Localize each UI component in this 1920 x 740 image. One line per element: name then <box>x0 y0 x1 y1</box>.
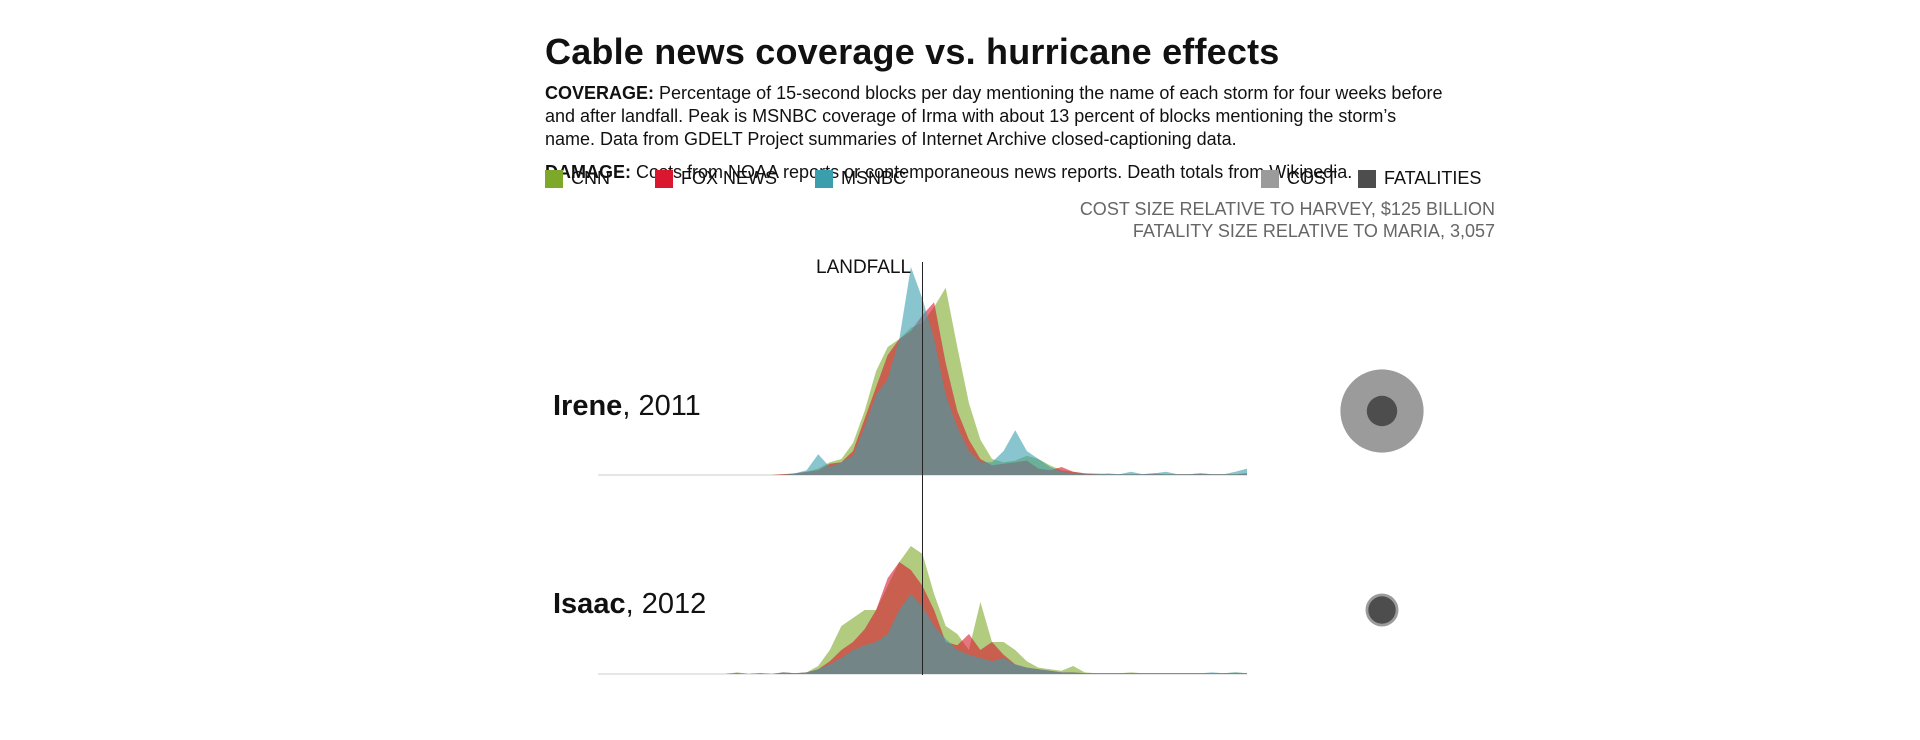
coverage-description: COVERAGE: Percentage of 15-second blocks… <box>545 82 1445 151</box>
storm-name-irene: Irene <box>553 390 623 422</box>
damage-label: DAMAGE: <box>545 162 631 182</box>
storm-separator: , <box>622 390 639 422</box>
legend-label-cnn: CNN <box>571 168 610 188</box>
coverage-text: Percentage of 15-second blocks per day m… <box>545 83 1443 149</box>
fatality-circle-irene <box>1366 395 1398 427</box>
legend-label-fox-news: FOX NEWS <box>681 168 778 188</box>
landfall-label: LANDFALL <box>816 257 912 278</box>
legend-item-msnbc: MSNBC <box>815 168 906 189</box>
chart-header: Cable news coverage vs. hurricane effect… <box>545 32 1495 184</box>
storm-label-isaac: Isaac, 2012 <box>553 588 706 621</box>
fatality-scale-note: FATALITY SIZE RELATIVE TO MARIA, 3,057 <box>1132 221 1495 241</box>
storm-year-irene: 2011 <box>638 390 701 422</box>
cost-scale-note: COST SIZE RELATIVE TO HARVEY, $125 BILLI… <box>1079 199 1495 219</box>
legend-label-cost: COST <box>1287 168 1338 188</box>
legend-label-fatalities: FATALITIES <box>1384 168 1482 188</box>
chart-title: Cable news coverage vs. hurricane effect… <box>545 31 1280 72</box>
storm-name-isaac: Isaac <box>553 588 626 620</box>
legend-swatch-cnn <box>545 169 563 188</box>
storm-separator: , <box>625 588 642 620</box>
scale-note: COST SIZE RELATIVE TO HARVEY, $125 BILLI… <box>1080 198 1495 242</box>
storm-year-isaac: 2012 <box>641 588 707 620</box>
storm-label-irene: Irene, 2011 <box>553 390 701 423</box>
legend-item-fatalities: FATALITIES <box>1358 168 1481 189</box>
legend-item-cnn: CNN <box>545 168 610 189</box>
legend-label-msnbc: MSNBC <box>841 168 907 188</box>
fatality-circle-isaac <box>1368 596 1396 624</box>
legend-swatch-cost <box>1261 169 1279 188</box>
legend-item-cost: COST <box>1261 168 1337 189</box>
coverage-label: COVERAGE: <box>545 83 655 103</box>
legend-item-fox-news: FOX NEWS <box>655 168 777 189</box>
legend-swatch-msnbc <box>815 169 833 188</box>
legend-swatch-fox-news <box>655 169 673 188</box>
legend-swatch-fatalities <box>1358 169 1376 188</box>
